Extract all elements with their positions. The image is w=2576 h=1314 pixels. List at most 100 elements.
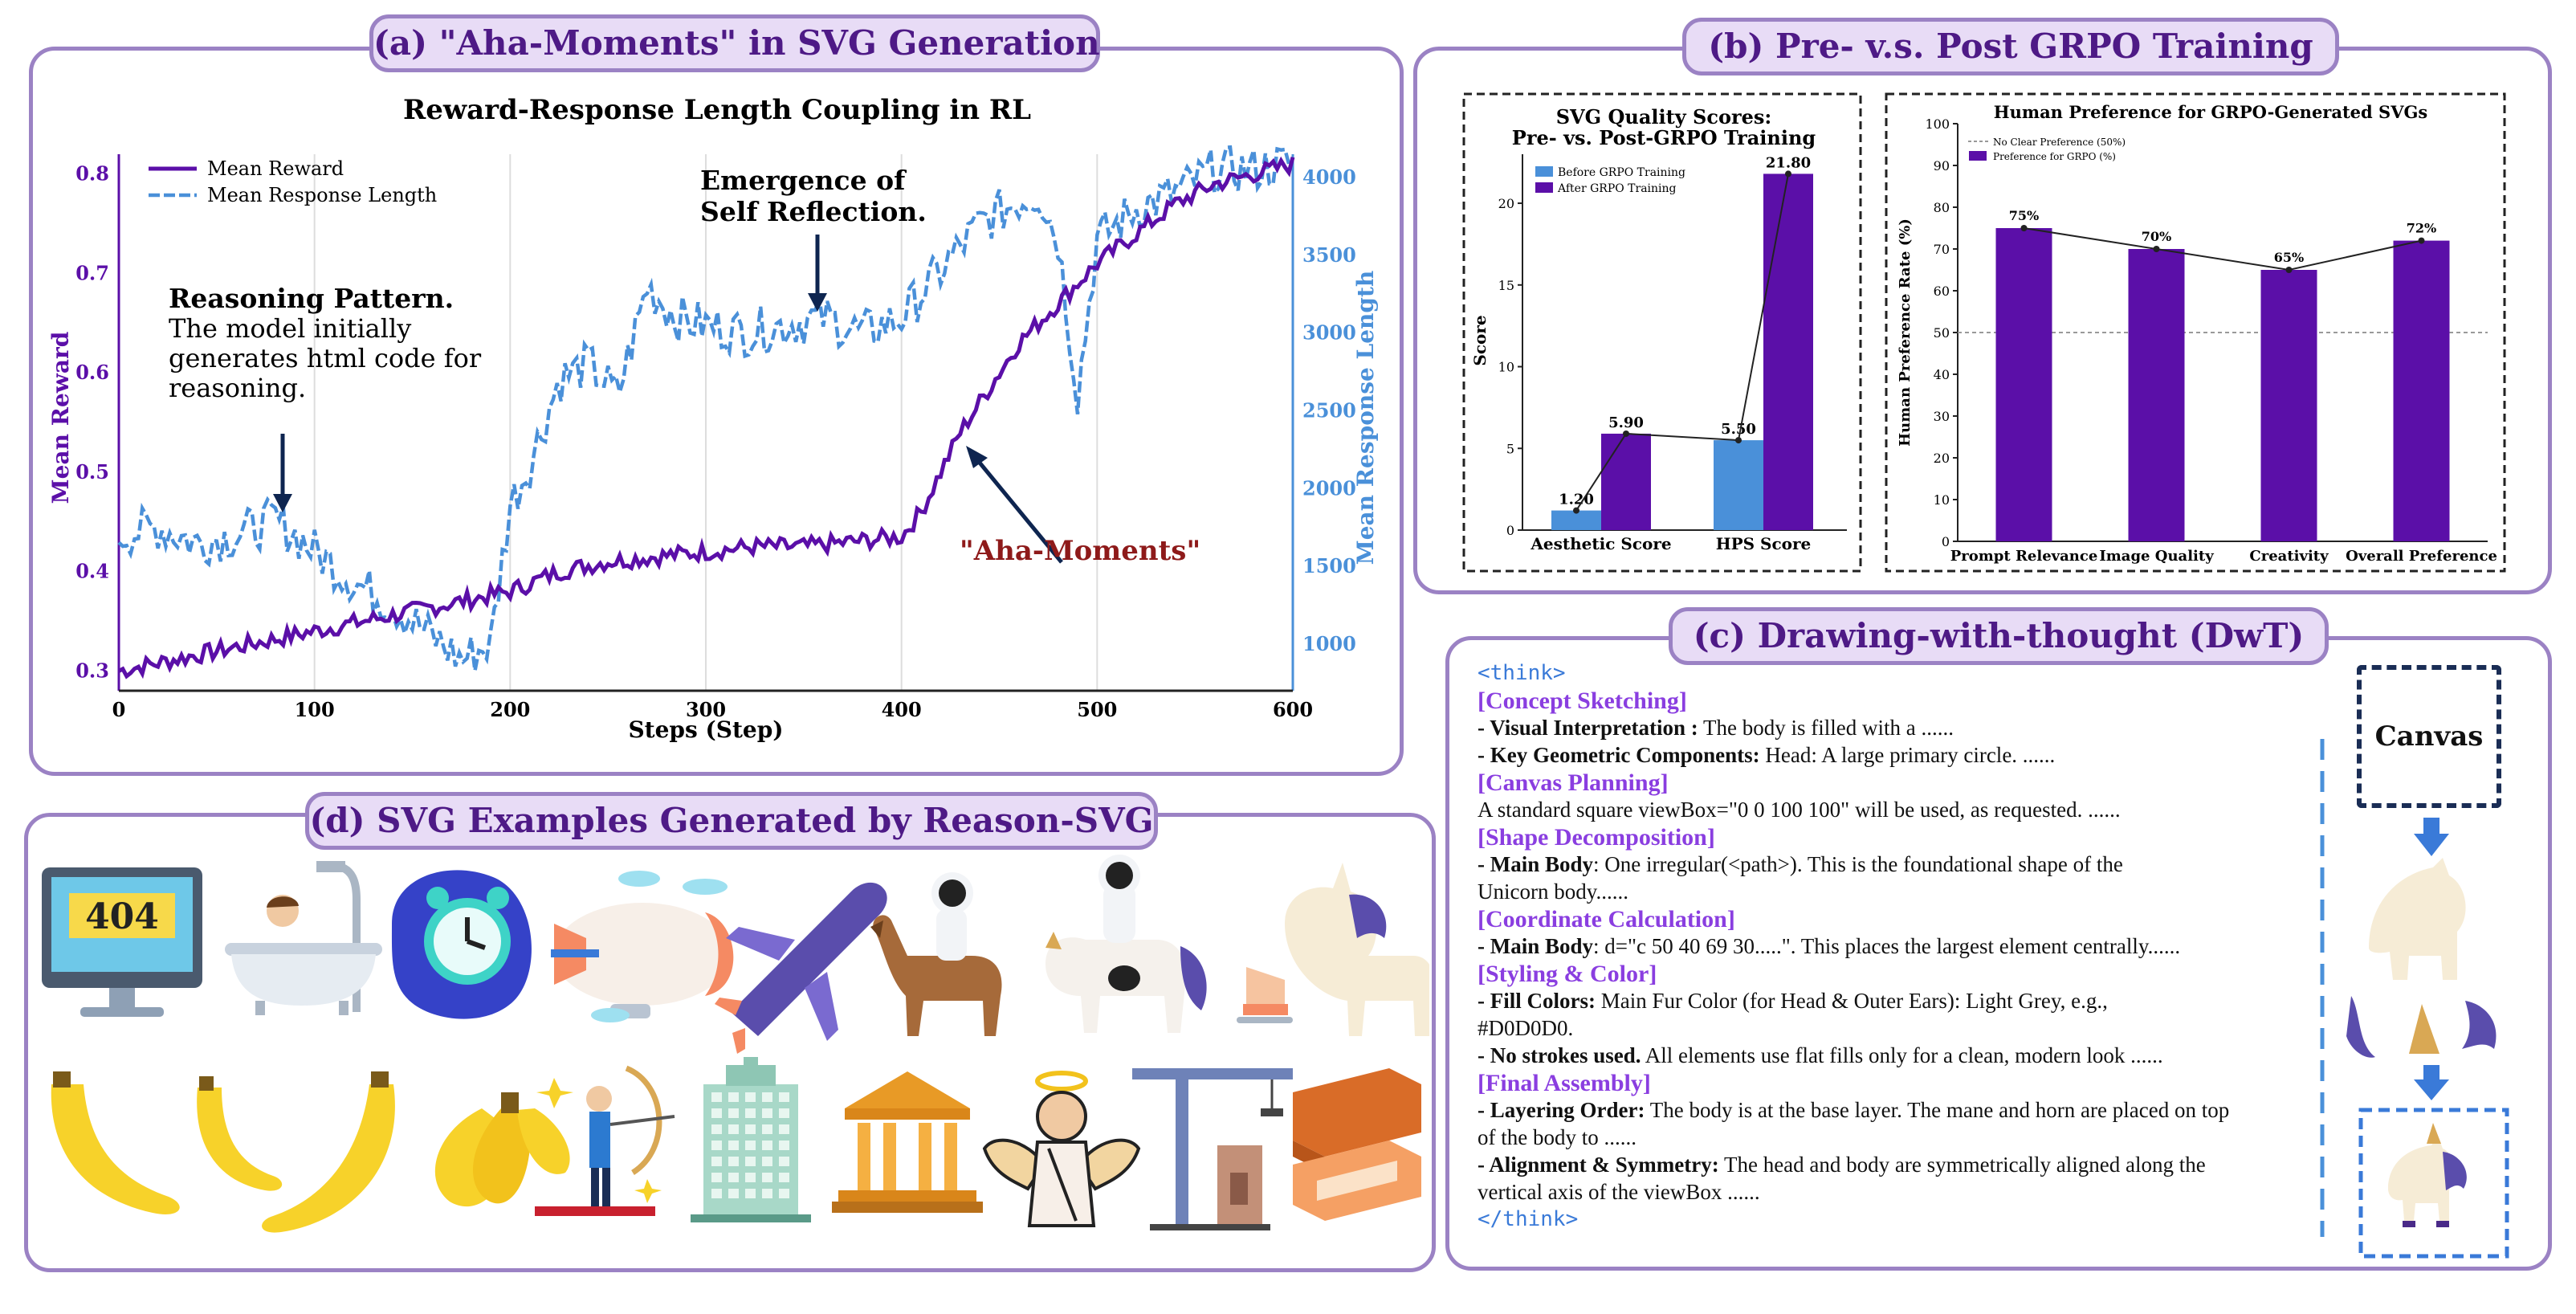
chart-b1-value-label: 21.80	[1766, 154, 1811, 171]
dwt-line-text: #D0D0D0.	[1478, 1016, 1574, 1040]
chart-b2-ytick: 40	[1934, 367, 1950, 382]
chart-b1-title-1: SVG Quality Scores:	[1556, 105, 1772, 129]
chart-b2-bar	[2393, 240, 2450, 541]
chart-b2-ytick: 100	[1925, 116, 1950, 132]
chart-b1-point	[1573, 507, 1579, 514]
building-window	[762, 1173, 772, 1182]
chart-b2-value-label: 65%	[2274, 250, 2304, 265]
chart-a-xtick: 400	[882, 698, 922, 721]
dwt-line-text: The body is filled with a ......	[1698, 716, 1954, 740]
dwt-line-key: - Main Body	[1478, 852, 1594, 876]
building-window	[779, 1092, 789, 1102]
canvas-box: Canvas	[2357, 665, 2501, 808]
chart-b1-legend-before: Before GRPO Training	[1558, 166, 1685, 179]
chart-b2-ylabel: Human Preference Rate (%)	[1897, 218, 1914, 447]
legend-mean-length: Mean Response Length	[207, 184, 437, 206]
chart-b1-ytick: 20	[1498, 196, 1514, 211]
banana-bunch-icon	[434, 1092, 570, 1207]
chart-b2-title: Human Preference for GRPO-Generated SVGs	[1994, 102, 2428, 122]
panel-a-title: (a) "Aha-Moments" in SVG Generation	[369, 14, 1100, 72]
building-window	[728, 1092, 739, 1102]
building-window	[762, 1092, 772, 1102]
chart-a-ytick-right: 1000	[1302, 632, 1356, 655]
chart-b1-bar	[1551, 510, 1601, 530]
chart-b2-ytick: 0	[1942, 534, 1950, 549]
mean-response-length-line	[117, 145, 1294, 671]
dwt-line: Unicorn body......	[1478, 879, 1628, 905]
panel-d-title: (d) SVG Examples Generated by Reason-SVG	[305, 792, 1158, 850]
dwt-line-key: - Layering Order:	[1478, 1098, 1645, 1122]
building-window	[779, 1189, 789, 1198]
chart-b2-legend-ref: No Clear Preference (50%)	[1993, 137, 2126, 148]
dwt-divider	[2320, 739, 2325, 1237]
chart-a-xtick: 0	[112, 698, 126, 721]
dwt-section-heading: [Shape Decomposition]	[1478, 824, 1715, 851]
svg-examples-gallery: 404	[42, 855, 1429, 1233]
building-window	[762, 1189, 772, 1198]
building-window	[762, 1141, 772, 1150]
chart-a-ytick-left: 0.3	[75, 659, 109, 682]
annotation-reasoning: Reasoning Pattern. The model initially g…	[169, 283, 482, 512]
chart-a-ytick-right: 2500	[1302, 398, 1356, 422]
chart-b2-ytick: 10	[1934, 492, 1950, 508]
chart-a-ytick-right: 4000	[1302, 165, 1356, 189]
dwt-line: - Visual Interpretation : The body is fi…	[1478, 715, 1954, 741]
chart-b2-bar	[2128, 249, 2185, 541]
arrow-down-icon	[2414, 1065, 2449, 1100]
banana-icon	[197, 1076, 283, 1191]
chart-a-xtick: 300	[686, 698, 726, 721]
chart-a-xtick: 100	[295, 698, 335, 721]
building-window	[728, 1189, 739, 1198]
building-window	[728, 1157, 739, 1166]
angel-icon	[982, 1071, 1141, 1227]
building-window	[711, 1124, 722, 1134]
chart-b1-title-2: Pre- vs. Post-GRPO Training	[1512, 126, 1816, 149]
building-window	[745, 1124, 756, 1134]
building-window	[711, 1157, 722, 1166]
building-window	[745, 1141, 756, 1150]
chart-b1-value-label: 5.50	[1721, 421, 1756, 438]
building-window	[711, 1173, 722, 1182]
chart-a-ylabel-left: Mean Reward	[47, 332, 74, 504]
chart-b2-bar	[2260, 270, 2317, 541]
chart-a-ytick-right: 1500	[1302, 554, 1356, 577]
dwt-section-heading: [Canvas Planning]	[1478, 769, 1669, 796]
dwt-line: vertical axis of the viewBox ......	[1478, 1179, 1760, 1206]
chart-b1-bar	[1601, 433, 1651, 530]
human-preference-chart: Human Preference for GRPO-Generated SVGs…	[1885, 92, 2506, 573]
building-window	[779, 1141, 789, 1150]
chart-b2-ytick: 50	[1934, 325, 1950, 341]
chart-b2-point	[2418, 237, 2425, 244]
annotation-reflection: Emergence of Self Reflection.	[700, 165, 927, 312]
chart-b1-value-label: 5.90	[1608, 414, 1644, 431]
chart-b2-category: Creativity	[2249, 548, 2329, 565]
dwt-line: #D0D0D0.	[1478, 1015, 1573, 1042]
chart-b1-ytick: 10	[1498, 360, 1514, 375]
dwt-line: - Key Geometric Components: Head: A larg…	[1478, 742, 2055, 769]
chart-b2-category: Prompt Relevance	[1950, 548, 2098, 565]
bathtub-icon	[225, 861, 382, 1015]
dwt-line-text: Main Fur Color (for Head & Outer Ears): …	[1595, 989, 2108, 1013]
chart-b2-trend-line	[2024, 227, 2422, 271]
alarm-clock-icon	[391, 870, 532, 1019]
chart-b2-value-label: 72%	[2407, 221, 2436, 236]
chart-a-ytick-right: 3000	[1302, 321, 1356, 345]
building-window	[745, 1092, 756, 1102]
chart-b1-value-label: 1.20	[1559, 492, 1594, 508]
chart-b1-ytick: 15	[1498, 278, 1514, 293]
dwt-line-key: - Fill Colors:	[1478, 989, 1596, 1013]
chart-b1-ytick: 5	[1506, 441, 1514, 456]
panel-c-title: (c) Drawing-with-thought (DwT)	[1669, 607, 2329, 665]
chart-b2-ytick: 80	[1934, 200, 1950, 215]
airship-icon	[551, 871, 734, 1022]
annotation-reasoning-line-1: The model initially	[169, 313, 411, 344]
building-window	[745, 1157, 756, 1166]
building-window	[728, 1173, 739, 1182]
dwt-line: - Layering Order: The body is at the bas…	[1478, 1097, 2229, 1124]
annotation-reasoning-line-2: generates html code for	[169, 343, 482, 373]
chart-a-ytick-right: 2000	[1302, 476, 1356, 500]
building-window	[779, 1173, 789, 1182]
dwt-line: A standard square viewBox="0 0 100 100" …	[1478, 797, 2121, 823]
annotation-reasoning-title: Reasoning Pattern.	[169, 283, 454, 314]
building-window	[745, 1173, 756, 1182]
